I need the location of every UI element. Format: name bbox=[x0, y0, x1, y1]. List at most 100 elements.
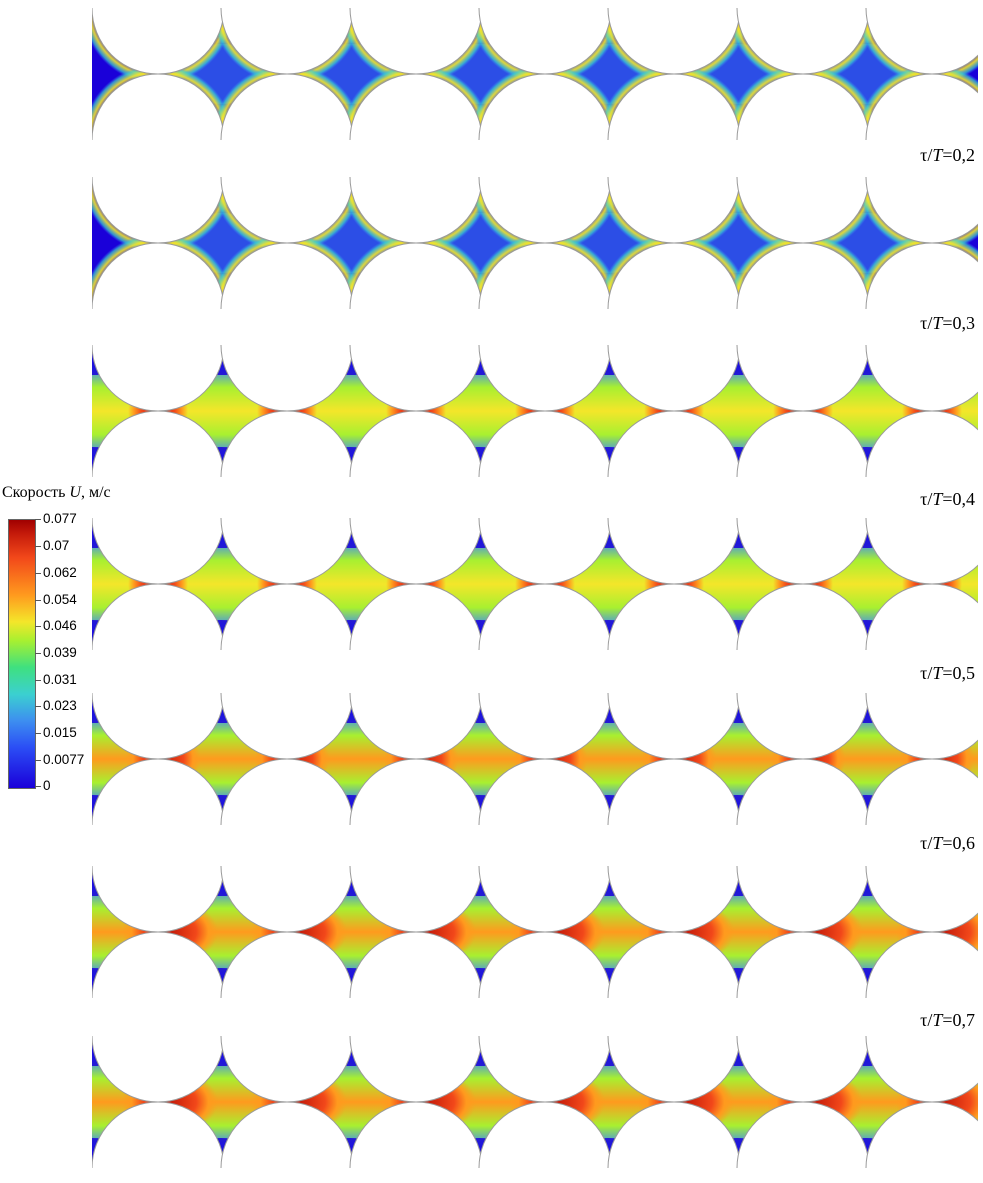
cylinder-bottom bbox=[865, 758, 978, 825]
time-label-value: 0,3 bbox=[952, 313, 976, 333]
colorbar-tick bbox=[35, 600, 41, 601]
time-label-2: τ/T=0,2 bbox=[920, 145, 975, 166]
time-label-7: τ/T=0,7 bbox=[920, 1010, 975, 1031]
colorbar-tick-label: 0.062 bbox=[43, 565, 77, 580]
cylinder-bottom bbox=[349, 583, 483, 650]
cylinder-bottom bbox=[736, 1101, 870, 1168]
colorbar-tick bbox=[35, 626, 41, 627]
flow-panel-3 bbox=[92, 345, 978, 477]
colorbar-tick-label: 0.031 bbox=[43, 672, 77, 687]
velocity-field-7 bbox=[92, 1036, 978, 1168]
cylinder-bottom bbox=[865, 73, 978, 140]
time-label-prefix: τ/ bbox=[920, 313, 933, 333]
cylinder-bottom bbox=[478, 410, 612, 477]
velocity-field-5 bbox=[92, 693, 978, 825]
cylinder-bottom bbox=[349, 758, 483, 825]
cylinder-bottom bbox=[478, 758, 612, 825]
time-label-var: T bbox=[932, 313, 943, 333]
cylinder-bottom bbox=[92, 931, 225, 998]
colorbar-tick bbox=[35, 680, 41, 681]
cylinder-bottom bbox=[220, 1101, 354, 1168]
cylinder-bottom bbox=[736, 73, 870, 140]
colorbar-tick bbox=[35, 519, 41, 520]
colorbar-tick bbox=[35, 760, 41, 761]
time-label-value: 0,6 bbox=[952, 833, 976, 853]
time-label-prefix: τ/ bbox=[920, 833, 933, 853]
flow-panel-4 bbox=[92, 518, 978, 650]
cylinder-bottom bbox=[220, 583, 354, 650]
time-label-prefix: τ/ bbox=[920, 145, 933, 165]
cylinder-bottom bbox=[220, 73, 354, 140]
time-label-eq: = bbox=[942, 489, 953, 509]
flow-panel-6 bbox=[92, 866, 978, 998]
colorbar-tick-label: 0.077 bbox=[43, 511, 77, 526]
cylinder-bottom bbox=[349, 1101, 483, 1168]
legend-title-var: U bbox=[69, 484, 81, 501]
cylinder-bottom bbox=[92, 242, 225, 309]
time-label-prefix: τ/ bbox=[920, 663, 933, 683]
time-label-eq: = bbox=[942, 663, 953, 683]
cylinder-bottom bbox=[865, 410, 978, 477]
colorbar-tick-label: 0.015 bbox=[43, 725, 77, 740]
velocity-field-6 bbox=[92, 866, 978, 998]
flow-panel-2 bbox=[92, 177, 978, 309]
velocity-field-4 bbox=[92, 518, 978, 650]
cylinder-bottom bbox=[865, 242, 978, 309]
colorbar-tick-label: 0.023 bbox=[43, 698, 77, 713]
cylinder-bottom bbox=[220, 758, 354, 825]
colorbar bbox=[8, 519, 36, 789]
time-label-value: 0,7 bbox=[952, 1010, 976, 1030]
flow-field-group bbox=[92, 345, 978, 477]
time-label-eq: = bbox=[942, 145, 953, 165]
cylinder-bottom bbox=[92, 73, 225, 140]
cylinder-bottom bbox=[220, 931, 354, 998]
colorbar-tick-label: 0.054 bbox=[43, 592, 77, 607]
time-label-prefix: τ/ bbox=[920, 489, 933, 509]
cylinder-bottom bbox=[607, 931, 741, 998]
cylinder-bottom bbox=[607, 1101, 741, 1168]
colorbar-tick-label: 0 bbox=[43, 778, 51, 793]
cylinder-bottom bbox=[92, 1101, 225, 1168]
cylinder-bottom bbox=[478, 1101, 612, 1168]
cylinder-bottom bbox=[478, 242, 612, 309]
legend-title-unit: , м/с bbox=[80, 484, 111, 501]
velocity-field-2 bbox=[92, 177, 978, 309]
legend-title: Скорость U, м/с bbox=[2, 484, 111, 502]
time-label-eq: = bbox=[942, 1010, 953, 1030]
flow-field-group bbox=[92, 1036, 978, 1168]
cylinder-bottom bbox=[349, 242, 483, 309]
flow-field-group bbox=[92, 8, 978, 140]
colorbar-tick bbox=[35, 546, 41, 547]
flow-field-group bbox=[92, 693, 978, 825]
cylinder-bottom bbox=[736, 583, 870, 650]
velocity-field-1 bbox=[92, 8, 978, 140]
cylinder-bottom bbox=[92, 410, 225, 477]
time-label-var: T bbox=[932, 833, 943, 853]
colorbar-tick-label: 0.07 bbox=[43, 538, 70, 553]
cylinder-bottom bbox=[736, 410, 870, 477]
time-label-eq: = bbox=[942, 313, 953, 333]
flow-panel-7 bbox=[92, 1036, 978, 1168]
cylinder-bottom bbox=[478, 583, 612, 650]
cylinder-bottom bbox=[349, 410, 483, 477]
time-label-var: T bbox=[932, 1010, 943, 1030]
velocity-field-3 bbox=[92, 345, 978, 477]
cylinder-bottom bbox=[607, 758, 741, 825]
time-label-4: τ/T=0,4 bbox=[920, 489, 975, 510]
flow-field-group bbox=[92, 866, 978, 998]
time-label-value: 0,5 bbox=[952, 663, 976, 683]
time-label-3: τ/T=0,3 bbox=[920, 313, 975, 334]
colorbar-tick bbox=[35, 653, 41, 654]
cylinder-bottom bbox=[736, 931, 870, 998]
cylinder-bottom bbox=[349, 931, 483, 998]
colorbar-tick bbox=[35, 573, 41, 574]
time-label-var: T bbox=[932, 489, 943, 509]
time-label-eq: = bbox=[942, 833, 953, 853]
time-label-6: τ/T=0,6 bbox=[920, 833, 975, 854]
cylinder-bottom bbox=[607, 73, 741, 140]
cylinder-bottom bbox=[92, 583, 225, 650]
flow-panel-5 bbox=[92, 693, 978, 825]
time-label-var: T bbox=[932, 663, 943, 683]
colorbar-tick bbox=[35, 733, 41, 734]
time-label-value: 0,2 bbox=[952, 145, 976, 165]
